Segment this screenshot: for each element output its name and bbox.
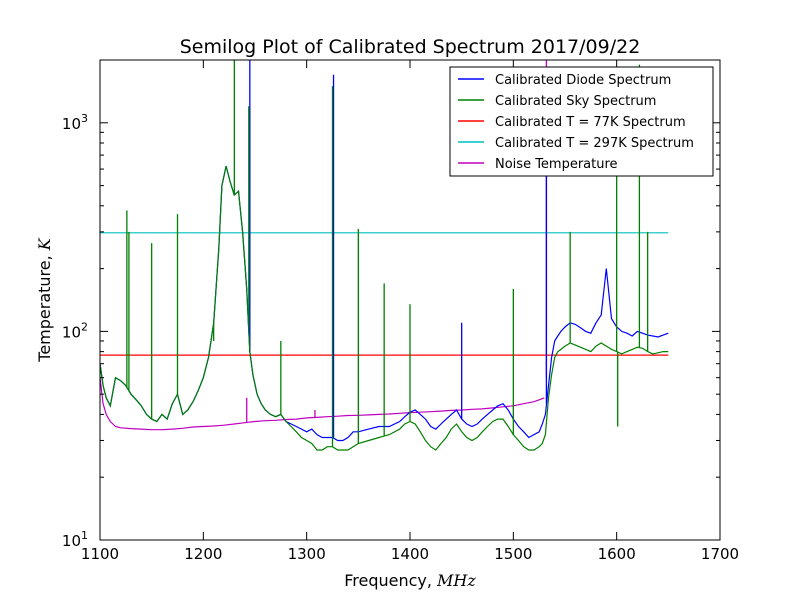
y-tick-label-0: 101	[62, 529, 88, 550]
x-tick-label-1: 1200	[184, 545, 222, 563]
legend-label-0: Calibrated Diode Spectrum	[495, 73, 671, 88]
legend-label-3: Calibrated T = 297K Spectrum	[495, 136, 694, 151]
ticks-layer: 1100 1200 1300 1400 1500 1600 1700 101 102 103	[62, 59, 739, 563]
y-tick-label-2: 103	[62, 112, 88, 133]
legend-box	[449, 66, 714, 177]
x-tick-label-6: 1700	[701, 545, 739, 563]
series-layer	[100, 60, 669, 451]
series-line-4	[100, 377, 545, 431]
chart-title: Semilog Plot of Calibrated Spectrum 2017…	[180, 36, 641, 58]
x-axis-label-text: Frequency,	[344, 571, 437, 590]
y-tick-label-1: 102	[62, 320, 88, 341]
x-tick-label-2: 1300	[288, 545, 326, 563]
x-tick-label-5: 1600	[598, 545, 636, 563]
y-axis-label: Temperature, K	[35, 237, 54, 363]
legend-label-1: Calibrated Sky Spectrum	[495, 94, 656, 109]
legend-label-4: Noise Temperature	[495, 157, 618, 172]
x-tick-label-0: 1100	[81, 545, 119, 563]
x-axis-label: Frequency, MHz	[344, 571, 476, 590]
x-tick-label-3: 1400	[391, 545, 429, 563]
x-tick-label-4: 1500	[494, 545, 532, 563]
x-axis-label-unit: MHz	[436, 571, 476, 590]
legend: Calibrated Diode Spectrum Calibrated Sky …	[449, 66, 714, 177]
legend-label-2: Calibrated T = 77K Spectrum	[495, 115, 686, 130]
y-axis-label-unit: K	[35, 237, 54, 251]
y-axis-label-text: Temperature,	[35, 250, 54, 363]
